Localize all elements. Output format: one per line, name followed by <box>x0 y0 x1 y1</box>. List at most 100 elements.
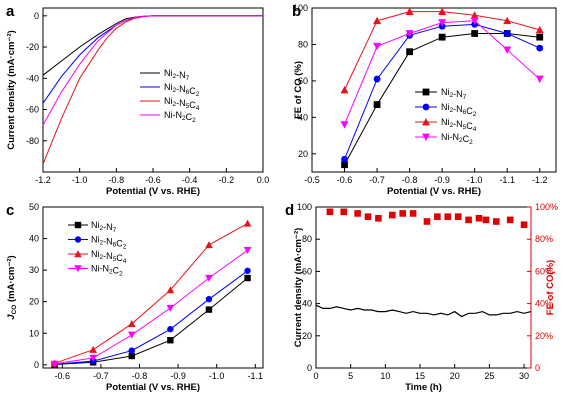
fe-data-point <box>340 208 348 216</box>
legend-label-part: -N <box>453 119 463 129</box>
legend-label-4: Ni-N2C2 <box>441 132 473 146</box>
legend-label-part: Ni-N <box>164 110 182 120</box>
y-tick-label: 60 <box>298 76 308 86</box>
y-tick-label: 0 <box>34 360 39 370</box>
legend-label-1: Ni2-N7 <box>91 220 117 234</box>
x-tick-label: -1.2 <box>35 175 51 185</box>
y-tick-label: 10 <box>29 328 39 338</box>
legend-label-part: 2 <box>100 254 104 261</box>
x-tick-label: 0 <box>313 371 318 381</box>
legend-label-part: 2 <box>469 139 473 146</box>
data-point <box>244 274 251 282</box>
legend-label-part: 2 <box>450 107 454 114</box>
legend-label-part: 2 <box>182 115 186 122</box>
right-tick-label: 0 <box>535 363 540 373</box>
x-tick-label: -1.0 <box>72 175 88 185</box>
legend-label-part: -N <box>103 237 113 247</box>
y-tick-label: 0 <box>307 363 312 373</box>
right-tick-label: 40% <box>535 299 553 309</box>
x-tick-label: 0.0 <box>257 175 270 185</box>
fe-data-point <box>434 213 441 220</box>
data-point <box>205 306 213 313</box>
y-axis-label: JCO (mA·cm⁻²) <box>6 255 18 319</box>
right-tick-label: 80% <box>535 234 553 244</box>
legend-label-part: 4 <box>196 105 200 112</box>
data-point <box>128 352 135 360</box>
legend-label-part: 2 <box>459 137 463 144</box>
y-tick-label: 100 <box>293 3 308 13</box>
series-line-2 <box>54 270 248 365</box>
legend-marker-1 <box>74 221 82 229</box>
data-point <box>470 17 479 25</box>
x-tick-label: -1.0 <box>209 371 225 381</box>
data-point <box>167 337 174 344</box>
data-point <box>128 347 135 354</box>
legend-label-part: C <box>189 100 196 110</box>
legend-label-part: 2 <box>192 117 196 124</box>
y-tick-label: 80 <box>298 39 308 49</box>
series-line-4 <box>42 15 263 126</box>
plot-frame <box>315 206 532 369</box>
panel-d-chart: 0 5 10 15 20 25 30 0 20 40 60 80 100 Time (h) Current … <box>293 202 558 393</box>
current-density-line <box>315 304 532 318</box>
legend-label-part: -N <box>176 98 186 108</box>
legend-label-part: Ni <box>91 249 100 259</box>
x-tick-label: -0.7 <box>93 371 109 381</box>
legend-label-4: Ni-N2C2 <box>91 264 123 278</box>
x-tick-label: -0.6 <box>337 175 353 185</box>
data-point <box>405 30 414 38</box>
panel-letter-d: d <box>285 202 294 219</box>
plot-frame <box>42 7 264 173</box>
data-point <box>438 33 446 41</box>
legend-label-part: C <box>466 121 473 131</box>
x-axis-label: Potential (V vs. RHE) <box>106 186 200 197</box>
legend-label-part: -N <box>453 89 463 99</box>
fe-data-point <box>409 210 417 217</box>
panel-letter-b: b <box>292 3 301 20</box>
x-tick-label: -1.1 <box>248 371 264 381</box>
y-axis-label: Current density (mA·cm⁻²) <box>293 228 304 348</box>
legend-label-part: 4 <box>123 258 127 265</box>
fe-data-point <box>354 210 361 217</box>
data-point <box>503 16 512 25</box>
x-tick-label: -1.1 <box>499 175 515 185</box>
series-line-4 <box>54 249 248 365</box>
legend-label-part: 7 <box>186 75 190 82</box>
y-tick-label: -60 <box>26 105 39 115</box>
legend-label-part: -N <box>103 222 113 232</box>
legend-marker-2 <box>422 103 430 111</box>
y-label-j: J <box>6 314 17 320</box>
legend-label-part: 2 <box>119 271 123 278</box>
y-tick-label: -40 <box>26 73 39 83</box>
x-tick-label: -0.8 <box>402 175 418 185</box>
legend-label-part: Ni <box>164 82 173 92</box>
x-tick-label: 20 <box>450 371 460 381</box>
data-point <box>373 16 382 25</box>
series-line-2 <box>42 15 263 104</box>
fe-data-point <box>399 210 406 217</box>
data-point <box>89 345 97 353</box>
legend-label-part: 2 <box>173 87 177 94</box>
legend-label-part: 2 <box>100 225 104 232</box>
data-point <box>127 331 136 339</box>
data-point <box>50 360 59 368</box>
data-point <box>166 304 175 312</box>
legend-marker-2 <box>74 236 82 243</box>
x-tick-label: -0.8 <box>109 175 125 185</box>
data-point <box>471 30 479 37</box>
legend-label-3: Ni2-N5C4 <box>91 249 127 265</box>
series-line-3 <box>54 222 248 364</box>
fe-data-point <box>482 216 490 224</box>
data-point <box>406 48 413 56</box>
fe-data-point <box>326 208 334 216</box>
y-label-sub: CO <box>11 305 18 315</box>
data-point <box>535 25 544 34</box>
legend-label-1: Ni2-N7 <box>441 87 467 101</box>
y-tick-label: 100 <box>297 202 312 212</box>
x-tick-label: 30 <box>519 371 529 381</box>
y-tick-label: 30 <box>29 265 39 275</box>
data-point <box>503 30 511 37</box>
data-point <box>205 295 213 303</box>
legend-label-part: 2 <box>123 244 127 251</box>
fe-data-point <box>493 218 500 225</box>
